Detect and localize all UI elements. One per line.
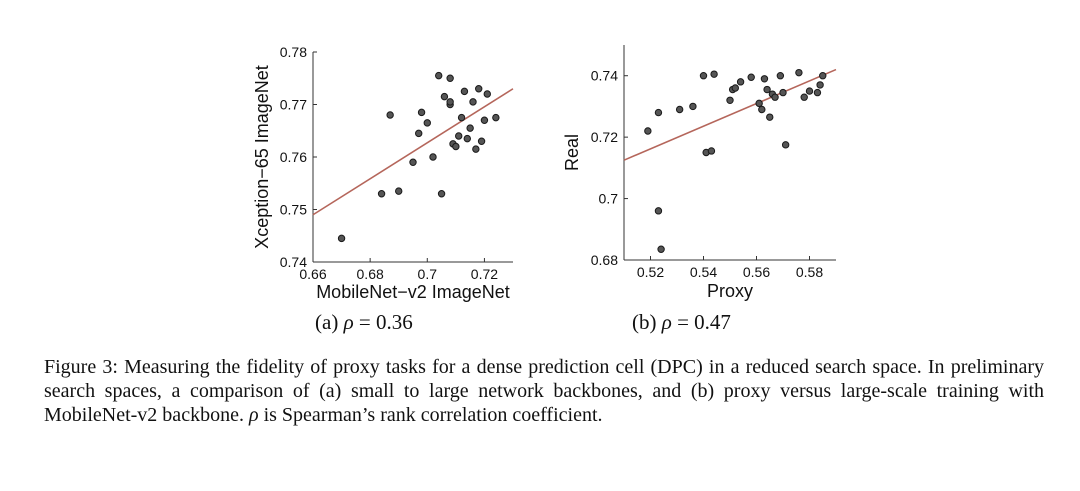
data-point [816, 81, 824, 89]
data-point [771, 93, 779, 101]
data-point [472, 145, 480, 153]
data-point [492, 113, 500, 122]
data-point [819, 72, 827, 80]
data-point [781, 141, 790, 149]
data-point [395, 187, 403, 195]
data-point [707, 147, 716, 155]
subcaption-b-prefix: (b) [632, 310, 662, 334]
y-tick-label: 0.7 [599, 191, 619, 207]
data-point [455, 132, 463, 140]
data-point [440, 92, 449, 101]
data-point [475, 85, 483, 93]
subcaption-a-rho: ρ [343, 310, 354, 334]
data-point [726, 96, 734, 104]
data-point [657, 245, 665, 253]
x-axis-label: Proxy [707, 281, 753, 301]
x-tick-label: 0.66 [299, 266, 326, 282]
data-point [483, 90, 491, 98]
data-point [446, 74, 454, 82]
data-point [337, 234, 346, 243]
figure-caption-rho: ρ [248, 404, 259, 426]
data-point [423, 119, 431, 127]
data-point [747, 73, 755, 81]
data-point [409, 158, 417, 166]
figure-caption-label: Figure 3: [44, 356, 118, 378]
subcaption-a-prefix: (a) [315, 310, 344, 334]
scatter-chart-b: 0.52 0.54 0.56 0.58 0.68 0.7 0.72 0.74 Proxy Real [562, 45, 837, 301]
data-point [469, 98, 477, 106]
data-point [477, 137, 486, 145]
figure-caption-tail: is Spearman’s rank correlation coefficie… [263, 404, 603, 426]
x-tick-label: 0.54 [690, 264, 717, 280]
data-point [760, 75, 769, 83]
subcaption-a-value: = 0.36 [353, 310, 413, 334]
y-tick-label: 0.78 [280, 44, 307, 60]
x-tick-label: 0.52 [637, 264, 664, 280]
data-point [699, 72, 708, 80]
y-tick-label: 0.75 [280, 202, 307, 218]
x-tick-label: 0.56 [743, 264, 770, 280]
fit-line [623, 68, 837, 161]
data-point [689, 102, 697, 111]
data-point [731, 84, 739, 92]
data-point [417, 108, 426, 117]
subcaption-b-rho: ρ [661, 310, 672, 334]
x-tick-label: 0.68 [357, 266, 384, 282]
x-tick-label: 0.58 [796, 264, 823, 280]
y-tick-label: 0.74 [591, 68, 618, 84]
data-point [736, 78, 745, 86]
data-point [415, 129, 423, 138]
data-point [710, 70, 718, 78]
x-tick-label: 0.7 [418, 266, 438, 282]
fit-line [312, 88, 514, 216]
data-point [758, 105, 766, 114]
data-point [755, 99, 763, 108]
data-point [654, 108, 663, 117]
figure-caption-text: Measuring the fidelity of proxy tasks fo… [44, 356, 1045, 426]
x-axis-label: MobileNet−v2 ImageNet [316, 282, 510, 302]
data-point [460, 87, 469, 96]
data-point [795, 68, 803, 77]
data-point [446, 98, 454, 106]
y-tick-label: 0.74 [280, 254, 307, 270]
data-point [377, 190, 386, 198]
data-point [644, 127, 652, 135]
y-tick-label: 0.77 [280, 97, 307, 113]
data-point [776, 72, 785, 80]
data-point [813, 88, 822, 97]
data-point [805, 87, 814, 95]
y-axis-label: Real [562, 134, 582, 171]
data-point [429, 153, 437, 161]
data-point [437, 190, 446, 198]
data-point [457, 113, 466, 122]
data-point [386, 111, 394, 119]
data-point [463, 134, 471, 143]
x-tick-label: 0.72 [471, 266, 498, 282]
data-point [763, 85, 771, 94]
subcaption-b-value: = 0.47 [671, 310, 731, 334]
data-point [800, 93, 808, 101]
scatter-chart-a: 0.66 0.68 0.7 0.72 0.74 0.75 0.76 0.77 0.78 Mobil… [252, 44, 514, 302]
data-point [480, 116, 489, 124]
data-point [654, 207, 663, 215]
data-point [452, 142, 460, 151]
data-point [779, 88, 787, 97]
subcaption-a: (a) ρ = 0.36 [315, 310, 413, 335]
data-point [466, 124, 474, 132]
y-axis-label: Xception−65 ImageNet [252, 65, 272, 249]
subcaption-b: (b) ρ = 0.47 [632, 310, 731, 335]
data-point [435, 71, 443, 80]
data-point [766, 113, 774, 121]
y-tick-label: 0.68 [591, 252, 618, 268]
data-point [675, 105, 684, 114]
figure-caption: Figure 3: Measuring the fidelity of prox… [44, 355, 1044, 427]
y-tick-label: 0.72 [591, 129, 618, 145]
y-tick-label: 0.76 [280, 149, 307, 165]
